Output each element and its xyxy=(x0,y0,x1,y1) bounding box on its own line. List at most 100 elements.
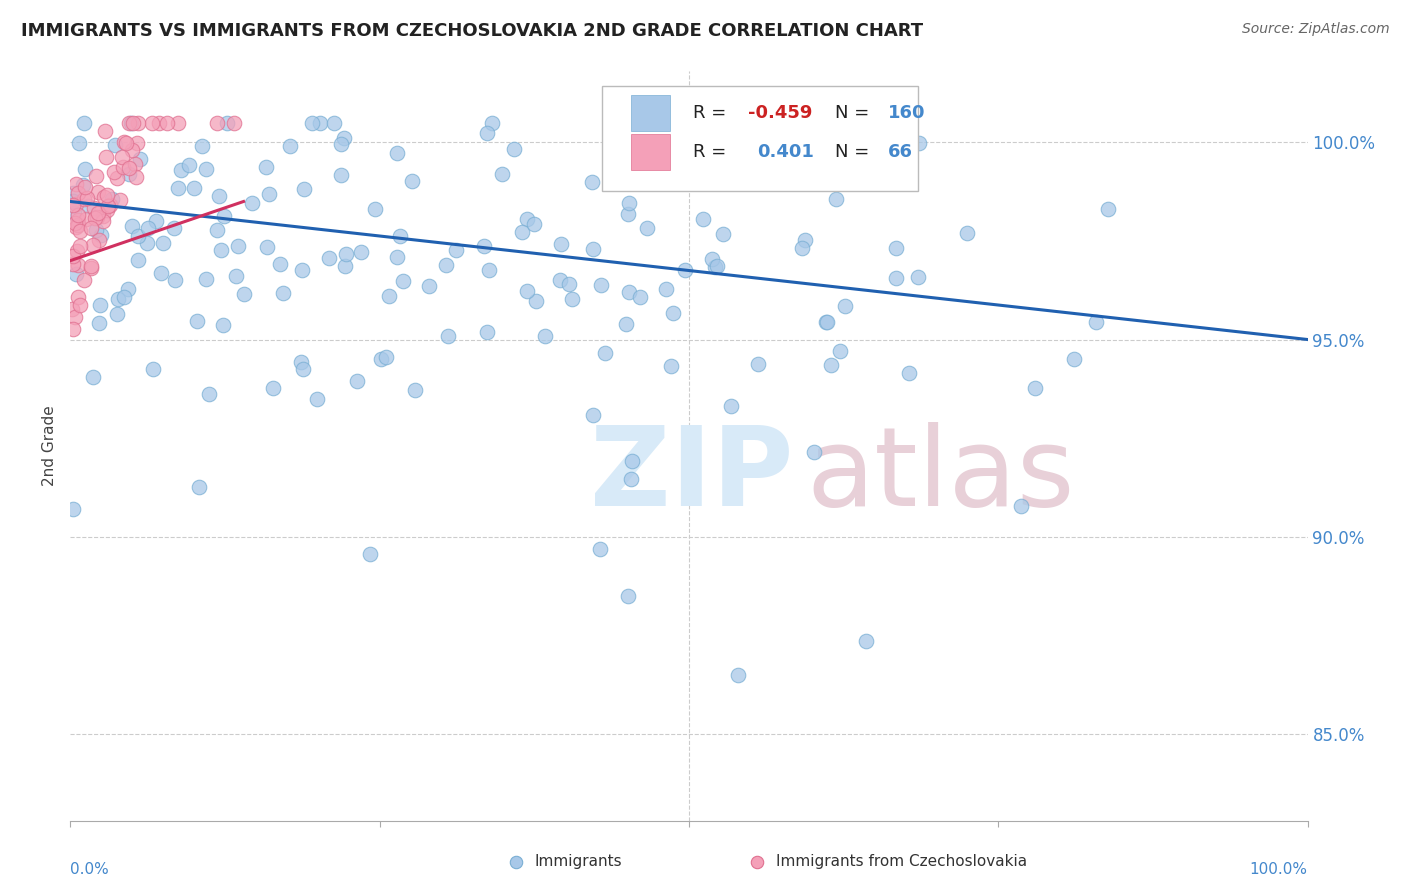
Point xyxy=(117,282,139,296)
Point xyxy=(79,259,101,273)
Point xyxy=(720,400,742,414)
Point xyxy=(148,115,170,129)
Point xyxy=(183,181,205,195)
Point xyxy=(834,299,856,313)
Point xyxy=(628,290,651,304)
Point xyxy=(67,290,90,304)
Text: 160: 160 xyxy=(889,103,925,121)
Point xyxy=(855,634,877,648)
Point xyxy=(582,409,605,423)
Point xyxy=(350,245,373,260)
Text: 66: 66 xyxy=(889,143,912,161)
Point xyxy=(96,188,118,202)
Text: 0.0%: 0.0% xyxy=(70,862,110,877)
Point xyxy=(62,502,84,516)
Point xyxy=(956,226,979,240)
Point xyxy=(388,229,411,244)
Text: -0.459: -0.459 xyxy=(748,103,813,121)
Point xyxy=(318,251,340,265)
Point xyxy=(75,162,97,177)
Point xyxy=(65,219,87,234)
Text: R =: R = xyxy=(693,103,731,121)
Point xyxy=(194,271,217,285)
Point xyxy=(472,239,495,253)
Point xyxy=(129,153,152,167)
Point xyxy=(135,236,157,251)
Point xyxy=(278,138,301,153)
Point xyxy=(240,195,263,210)
Point xyxy=(706,259,728,273)
Point xyxy=(87,206,110,220)
Point xyxy=(692,212,714,227)
FancyBboxPatch shape xyxy=(631,134,671,169)
Point xyxy=(401,174,423,188)
Point xyxy=(84,169,107,184)
Point xyxy=(620,138,643,153)
Point xyxy=(145,213,167,227)
Point xyxy=(67,136,90,151)
Point xyxy=(136,221,159,235)
Text: Immigrants: Immigrants xyxy=(534,855,621,870)
Point xyxy=(211,318,233,332)
Text: Immigrants from Czechoslovakia: Immigrants from Czechoslovakia xyxy=(776,855,1026,870)
Point xyxy=(152,236,174,251)
Point xyxy=(619,285,641,300)
Point xyxy=(434,259,457,273)
Point xyxy=(212,209,235,223)
Point xyxy=(820,358,842,372)
Point xyxy=(377,289,399,303)
Point xyxy=(673,262,696,277)
Point xyxy=(84,223,107,237)
Point xyxy=(179,158,201,172)
Point xyxy=(73,115,96,129)
Point xyxy=(124,156,146,170)
Point xyxy=(86,211,108,225)
Point xyxy=(700,252,723,267)
Point xyxy=(222,115,245,129)
Point xyxy=(370,352,392,367)
Point xyxy=(186,313,208,327)
Point xyxy=(121,143,143,157)
Point xyxy=(794,233,817,247)
Point xyxy=(375,350,398,364)
Point xyxy=(104,138,127,153)
Point xyxy=(72,192,94,206)
Point xyxy=(582,242,605,256)
Point xyxy=(478,263,501,277)
Point xyxy=(301,115,323,129)
Point xyxy=(156,115,179,129)
Point xyxy=(523,217,546,231)
Point xyxy=(82,369,104,384)
Point xyxy=(107,292,129,306)
Point xyxy=(121,219,143,234)
Point xyxy=(82,237,104,252)
Point xyxy=(105,171,128,186)
Point xyxy=(127,115,149,129)
Point xyxy=(84,211,107,226)
Point xyxy=(163,221,186,235)
Point xyxy=(1010,499,1032,513)
Point xyxy=(346,374,368,388)
Point xyxy=(94,124,117,138)
Point xyxy=(550,237,572,252)
Point xyxy=(67,259,90,273)
Point xyxy=(118,161,141,175)
Point xyxy=(127,252,149,267)
Point xyxy=(121,115,143,129)
Point xyxy=(271,285,294,300)
Point xyxy=(105,307,128,321)
Point xyxy=(614,317,637,331)
Point xyxy=(170,163,193,178)
Point xyxy=(66,218,89,232)
Point xyxy=(125,136,148,150)
Point xyxy=(404,384,426,398)
Point xyxy=(711,140,734,154)
Point xyxy=(655,282,678,296)
Point xyxy=(65,178,87,192)
Point xyxy=(1097,202,1119,216)
Point xyxy=(534,328,557,343)
Point xyxy=(97,198,120,212)
Point xyxy=(1063,352,1085,367)
Point xyxy=(898,367,921,381)
Point xyxy=(208,189,231,203)
